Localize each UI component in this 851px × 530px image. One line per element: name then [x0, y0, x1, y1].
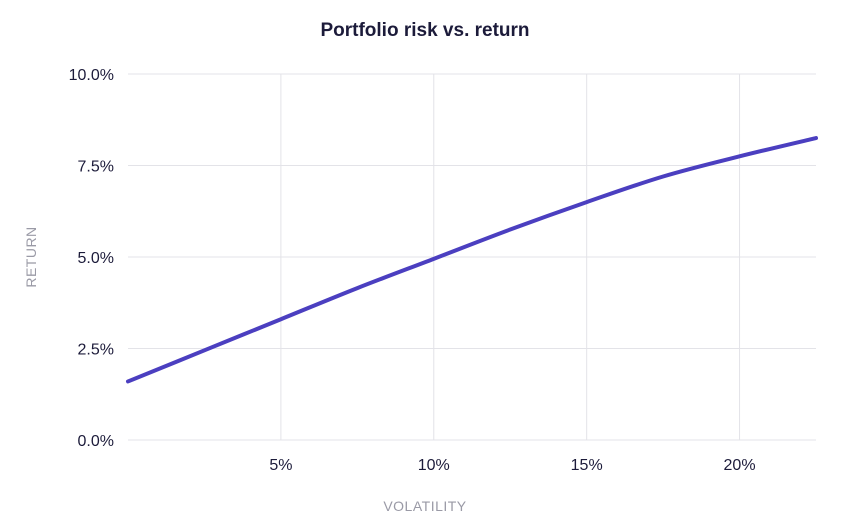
x-tick-label: 20%: [724, 457, 756, 474]
y-tick-label: 5.0%: [78, 250, 114, 267]
x-tick-label: 10%: [418, 457, 450, 474]
x-tick-label: 15%: [571, 457, 603, 474]
tick-labels: 0.0% 2.5% 5.0% 7.5% 10.0% 5% 10% 15% 20%: [69, 67, 756, 474]
chart-title: Portfolio risk vs. return: [320, 20, 529, 41]
x-tick-label: 5%: [269, 457, 292, 474]
y-tick-label: 10.0%: [69, 67, 114, 84]
y-tick-label: 0.0%: [78, 433, 114, 450]
series-line: [126, 136, 818, 384]
y-tick-label: 2.5%: [78, 342, 114, 359]
x-axis-label: VOLATILITY: [383, 498, 466, 514]
grid-layer: [128, 73, 816, 441]
series-layer: [126, 136, 818, 384]
y-tick-label: 7.5%: [78, 159, 114, 176]
y-axis-label: RETURN: [23, 226, 39, 287]
